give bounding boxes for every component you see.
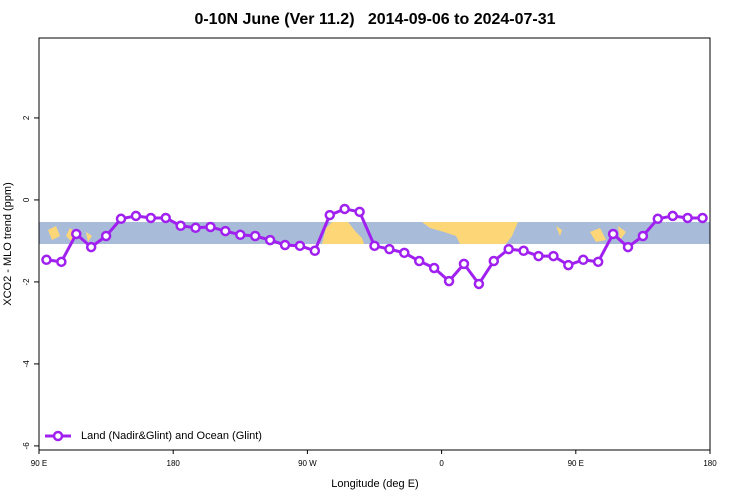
point <box>428 262 440 274</box>
point <box>548 250 559 262</box>
point <box>115 213 127 225</box>
point <box>413 255 425 267</box>
point <box>85 241 97 253</box>
point <box>100 230 112 242</box>
point <box>294 240 306 252</box>
point <box>130 210 142 222</box>
point <box>563 259 574 271</box>
x-tick-label: 0 <box>439 459 444 468</box>
point <box>384 243 395 255</box>
point <box>622 241 634 253</box>
point <box>503 243 514 255</box>
point <box>190 222 201 234</box>
chart-title: 0-10N June (Ver 11.2) 2014-09-06 to 2024… <box>194 11 555 28</box>
plot-frame <box>38 37 711 451</box>
point <box>339 203 350 215</box>
x-tick-label: 180 <box>703 459 717 468</box>
point <box>309 245 321 257</box>
point <box>458 258 470 270</box>
y-tick-label: 0 <box>22 197 31 202</box>
point <box>697 212 708 224</box>
point <box>592 256 604 268</box>
x-tick-label: 90 E <box>31 459 47 468</box>
point <box>354 206 365 218</box>
y-tick-label: -6 <box>22 442 31 450</box>
point <box>249 230 261 242</box>
x-axis-label: Longitude (deg E) <box>331 478 418 490</box>
point <box>324 209 336 221</box>
x-tick-label: 90 E <box>568 459 584 468</box>
x-tick-label: 180 <box>167 459 181 468</box>
point <box>175 220 186 232</box>
point <box>533 250 544 262</box>
point <box>518 245 529 257</box>
point <box>578 254 589 266</box>
y-tick-label: -2 <box>22 278 31 286</box>
point <box>369 240 380 252</box>
point <box>71 228 82 240</box>
point <box>235 229 246 241</box>
x-tick-label: 90 W <box>298 459 317 468</box>
legend-marker <box>52 430 64 442</box>
y-axis-label: XCO2 - MLO trend (ppm) <box>2 182 14 305</box>
point <box>160 212 171 224</box>
point <box>667 210 678 222</box>
point <box>473 278 485 290</box>
point <box>41 254 52 266</box>
point <box>682 212 693 224</box>
point <box>399 247 410 259</box>
point <box>145 212 157 224</box>
y-tick-label: 2 <box>22 115 31 120</box>
point <box>652 213 664 225</box>
point <box>607 228 619 240</box>
point <box>637 230 649 242</box>
legend-label: Land (Nadir&Glint) and Ocean (Glint) <box>81 430 262 442</box>
point <box>205 221 216 233</box>
point <box>488 255 500 267</box>
point <box>56 256 67 268</box>
point <box>264 234 276 246</box>
point <box>220 225 231 237</box>
y-tick-label: -4 <box>22 360 31 368</box>
point <box>443 275 455 287</box>
point <box>279 239 291 251</box>
